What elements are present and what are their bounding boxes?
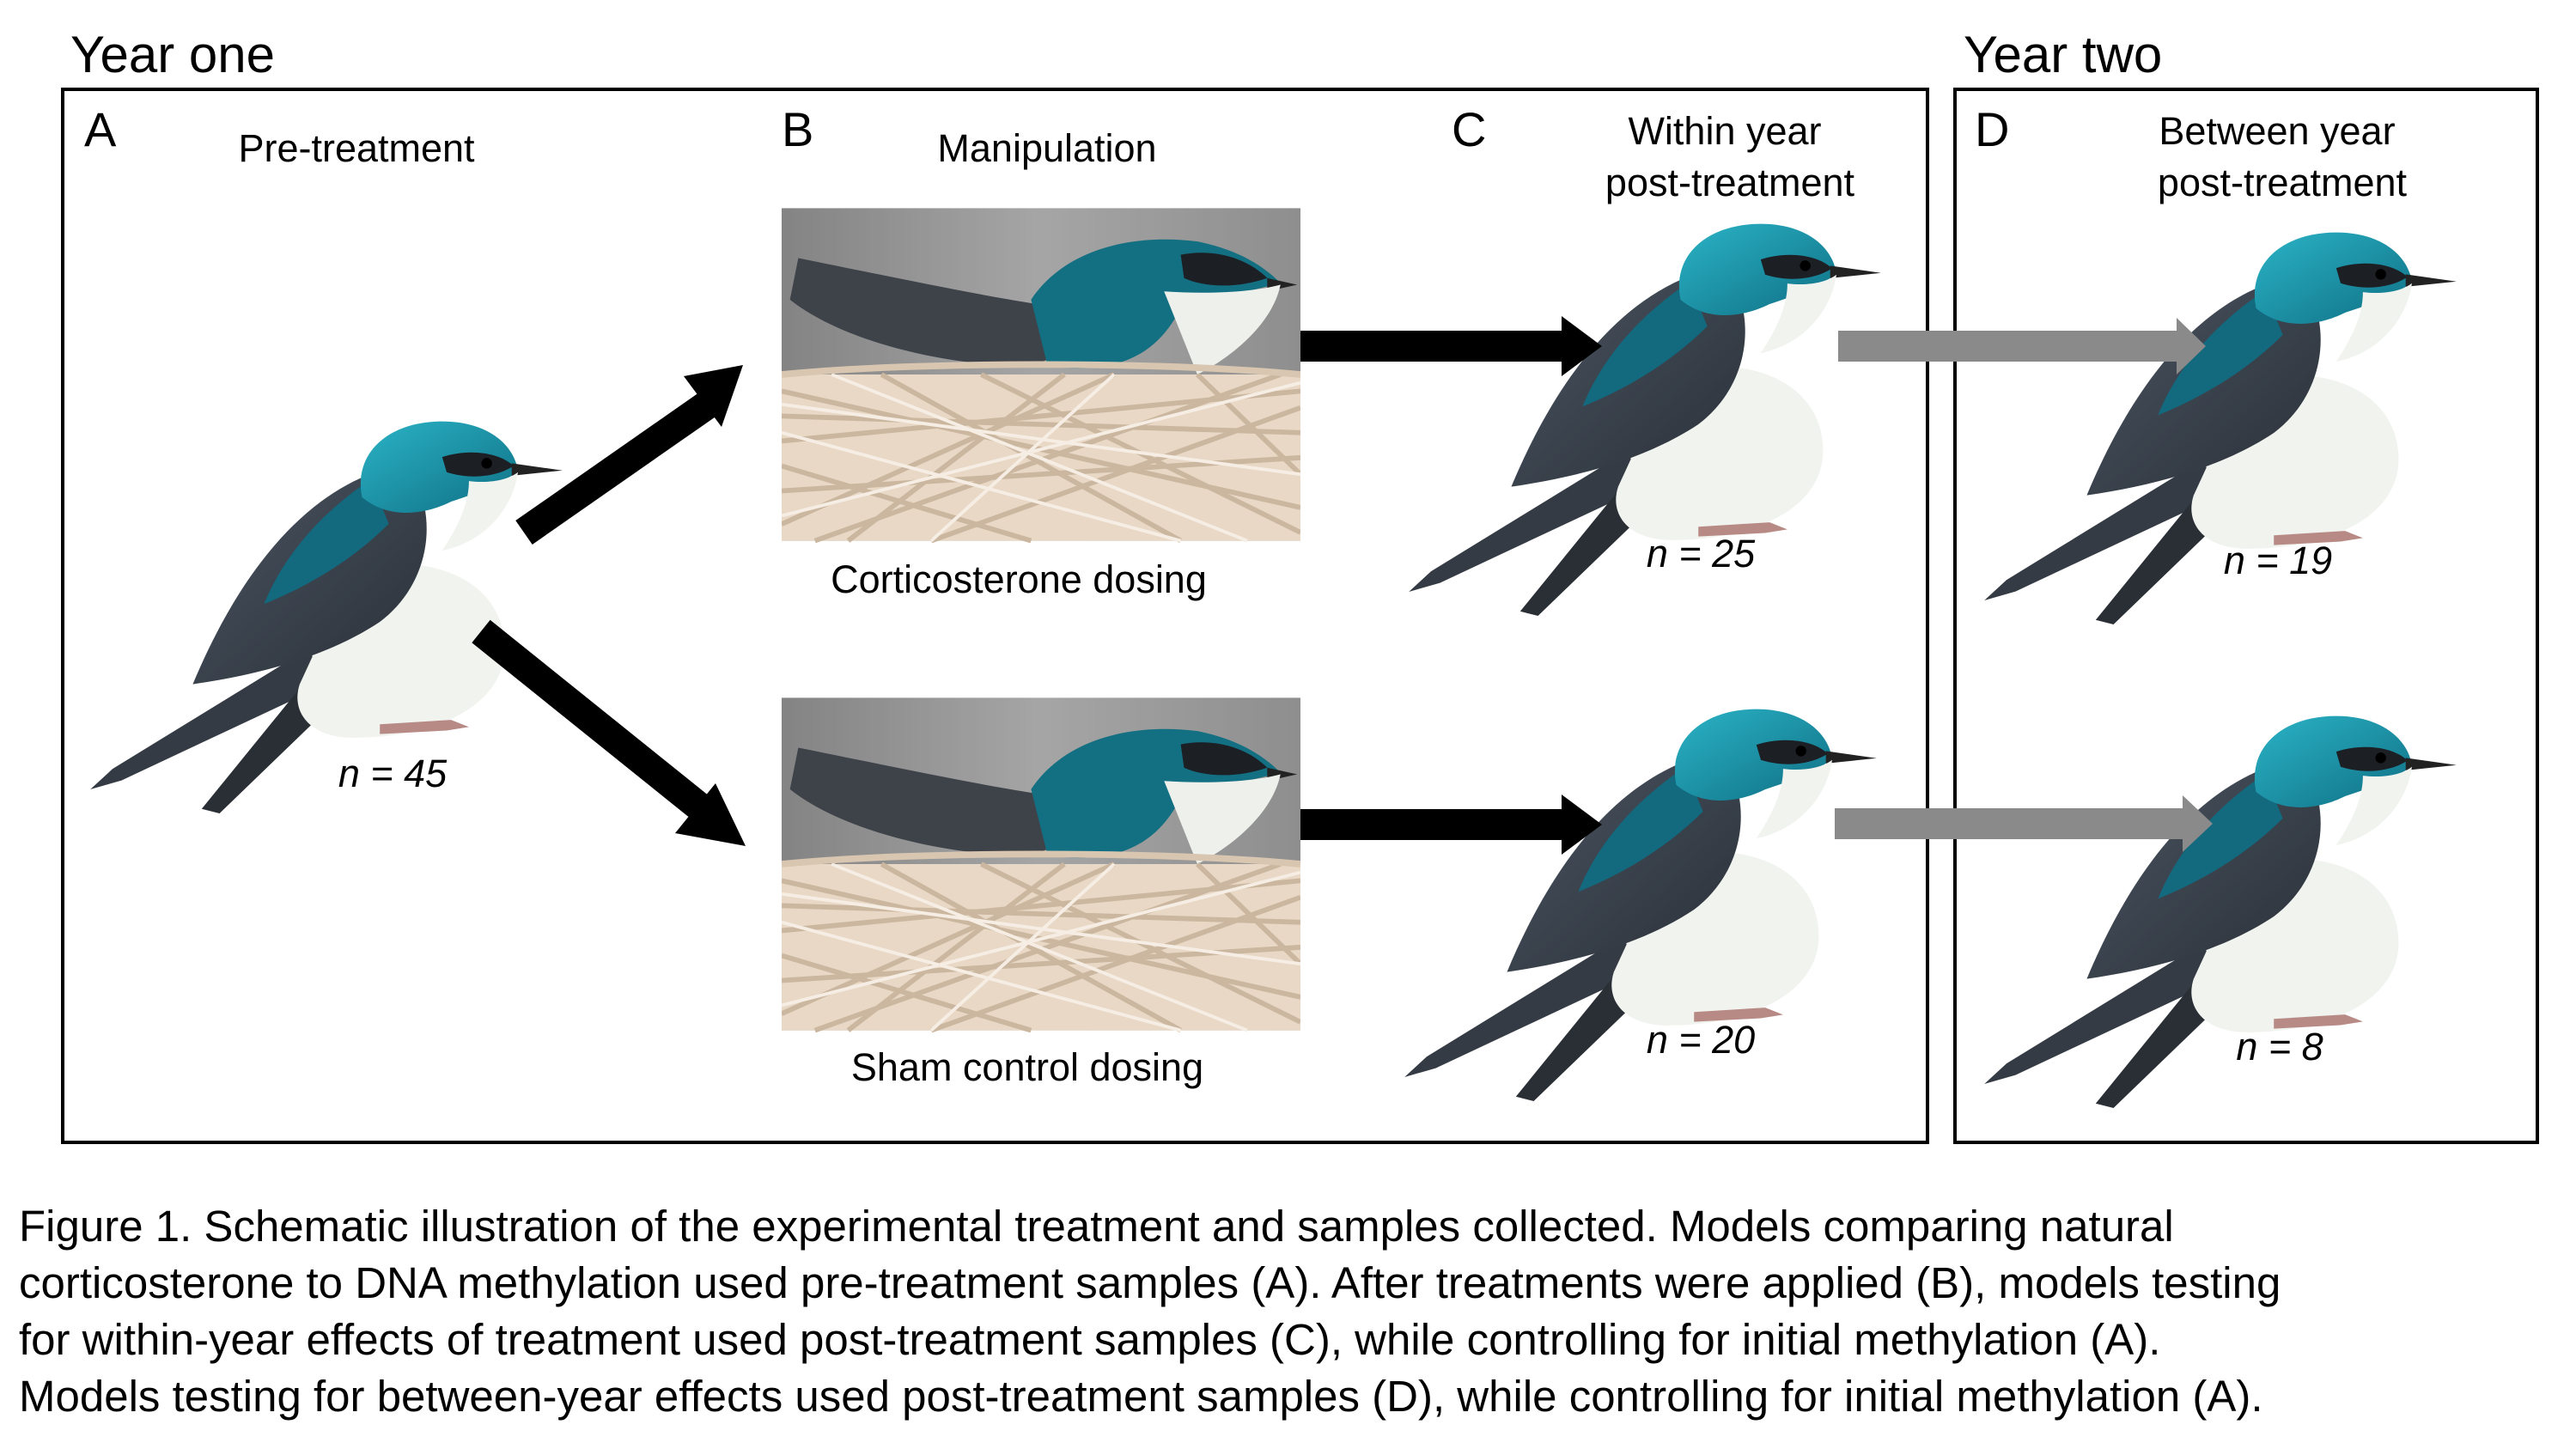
bird-within-year-corticosterone: [1409, 223, 1881, 616]
panel-c-letter: C: [1452, 102, 1486, 156]
panel-c-title-line1: Within year: [1628, 109, 1821, 153]
nest-sham-control: [782, 697, 1300, 1030]
sample-size-c-bottom: n = 20: [1647, 1018, 1755, 1062]
year-one-frame: [61, 88, 1929, 1144]
figure-caption: Figure 1. Schematic illustration of the …: [19, 1198, 2553, 1425]
panel-b-title: Manipulation: [937, 126, 1156, 170]
panel-a-title: Pre-treatment: [238, 126, 475, 170]
panel-d-title-line2: post-treatment: [2158, 161, 2408, 204]
bird-within-year-control: [1404, 709, 1877, 1101]
arrow-to-corticosterone: [515, 365, 743, 545]
sample-size-a: n = 45: [338, 752, 448, 795]
arrow-c-to-d-control: [1835, 795, 2213, 852]
panel-c-title-line2: post-treatment: [1605, 161, 1855, 204]
arrow-to-sham-control: [472, 619, 746, 846]
panel-a-letter: A: [84, 102, 117, 156]
panel-d-letter: D: [1975, 102, 2009, 156]
year-two-frame: [1953, 88, 2539, 1144]
bird-between-year-control: [1984, 715, 2457, 1108]
caption-line-1: Figure 1. Schematic illustration of the …: [19, 1202, 2174, 1251]
nest-corticosterone: [782, 208, 1300, 540]
panel-d-title-line1: Between year: [2159, 109, 2395, 153]
caption-line-4: Models testing for between-year effects …: [19, 1372, 2263, 1421]
year-two-label: Year two: [1964, 26, 2162, 83]
arrow-control-to-c: [1300, 795, 1602, 855]
arrow-c-to-d-corticosterone: [1838, 318, 2206, 374]
caption-line-2: corticosterone to DNA methylation used p…: [19, 1258, 2281, 1307]
caption-line-3: for within-year effects of treatment use…: [19, 1315, 2161, 1364]
year-one-label: Year one: [70, 26, 275, 83]
arrow-corticosterone-to-c: [1300, 316, 1602, 376]
bird-between-year-corticosterone: [1984, 232, 2457, 624]
panel-b-letter: B: [782, 102, 813, 156]
sample-size-d-top: n = 19: [2224, 539, 2332, 582]
bird-pretreatment: [90, 421, 563, 813]
sample-size-d-bottom: n = 8: [2236, 1025, 2323, 1068]
sample-size-c-top: n = 25: [1647, 532, 1756, 575]
nest-label-corticosterone: Corticosterone dosing: [831, 557, 1207, 601]
nest-label-sham-control: Sham control dosing: [851, 1045, 1203, 1089]
